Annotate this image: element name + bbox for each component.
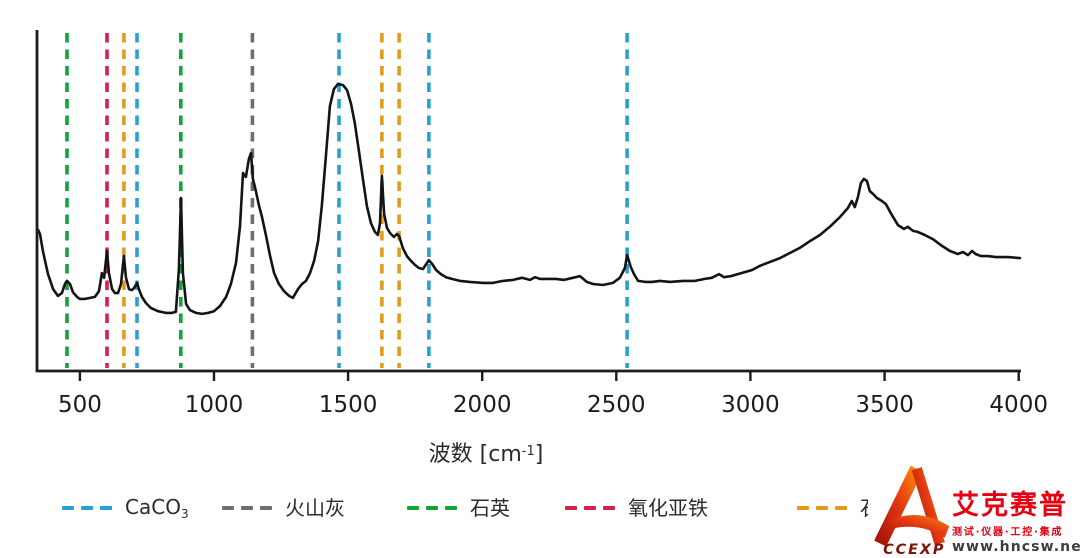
- watermark-text-block: 艾克赛普 测试·仪器·工控·集成 www.hncsw.net: [952, 489, 1080, 557]
- legend-dash: [816, 506, 828, 510]
- accexp-logo-icon: CCEXP: [874, 465, 950, 557]
- legend-label: 火山灰: [285, 496, 345, 520]
- legend-dash: [603, 506, 615, 510]
- legend-label: CaCO3: [125, 494, 189, 521]
- legend-dash: [62, 506, 74, 510]
- x-tick-label: 2500: [587, 392, 646, 418]
- x-axis-label: 波数 [cm-1]: [374, 436, 598, 468]
- legend-dash: [835, 506, 847, 510]
- legend-dash: [407, 506, 419, 510]
- x-tick-label: 500: [58, 392, 102, 418]
- x-tick-label: 1000: [185, 392, 244, 418]
- x-axis-label-suffix: ]: [534, 442, 544, 467]
- legend-dash: [260, 506, 272, 510]
- legend-dash: [797, 506, 809, 510]
- legend-dash: [565, 506, 577, 510]
- legend-label: 石英: [470, 496, 510, 520]
- legend-item: 石英: [407, 495, 510, 521]
- legend-dash: [81, 506, 93, 510]
- watermark-url: www.hncsw.net: [952, 539, 1080, 555]
- x-axis-label-text: 波数 [cm: [428, 442, 522, 467]
- legend-dash: [584, 506, 596, 510]
- legend-dash-swatch: [407, 506, 457, 510]
- watermark-brand: 艾克赛普: [952, 489, 1068, 521]
- legend-dash: [445, 506, 457, 510]
- x-tick-label: 1500: [319, 392, 378, 418]
- legend-dash-swatch: [797, 506, 847, 510]
- legend-dash: [222, 506, 234, 510]
- legend-label: 氧化亚铁: [628, 496, 708, 520]
- legend-dash: [100, 506, 112, 510]
- x-axis-label-sup: -1: [521, 444, 535, 459]
- legend-dash: [426, 506, 438, 510]
- legend-dash-swatch: [565, 506, 615, 510]
- logo-text: CCEXP: [883, 542, 945, 557]
- x-tick-label: 3000: [721, 392, 780, 418]
- watermark-tagline: 测试·仪器·工控·集成: [952, 527, 1064, 538]
- logo-swoosh: [886, 514, 950, 538]
- legend-item: 氧化亚铁: [565, 495, 708, 521]
- logo-left-stroke: [874, 465, 923, 547]
- spectrum-chart: 500 1000 1500 2000 2500 3000 3500 4000: [35, 30, 1048, 418]
- spectrum-line: [36, 82, 1022, 316]
- x-tick-label: 4000: [989, 392, 1048, 418]
- legend-dash: [241, 506, 253, 510]
- legend-item: CaCO3: [62, 495, 189, 521]
- legend-item: 火山灰: [222, 495, 345, 521]
- x-tick-label: 3500: [855, 392, 914, 418]
- legend-dash-swatch: [222, 506, 272, 510]
- watermark: CCEXP 艾克赛普 测试·仪器·工控·集成 www.hncsw.net: [868, 460, 1080, 557]
- legend-dash-swatch: [62, 506, 112, 510]
- x-tick-label: 2000: [453, 392, 512, 418]
